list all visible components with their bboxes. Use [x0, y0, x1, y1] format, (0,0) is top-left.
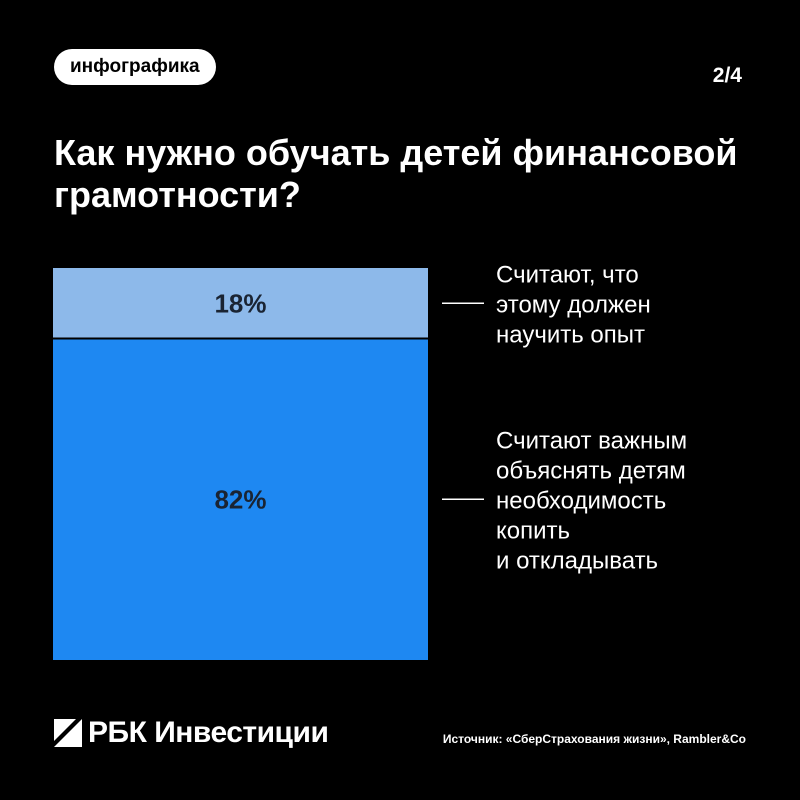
source-note: Источник: «СберСтрахования жизни», Rambl… — [442, 732, 746, 746]
category-label-2: Считают важным объяснять детям необходимос… — [496, 427, 687, 574]
brand-logo: РБК Инвестиции — [54, 715, 329, 751]
brand-name: РБК Инвестиции — [88, 716, 329, 749]
page-indicator: 2/4 — [712, 64, 742, 87]
chart-title: Как нужно обучать детей финансовой грамо… — [54, 132, 738, 215]
bar-segment-2 — [53, 338, 428, 660]
bar-segment-1 — [53, 268, 428, 339]
data-label-2: 82% — [214, 484, 266, 514]
infographic-tag: инфографика — [54, 49, 216, 85]
rbc-logo-icon — [54, 719, 82, 747]
category-label-1: Считают, что этому должен научить опыт — [496, 261, 651, 348]
data-label-1: 18% — [214, 288, 266, 318]
